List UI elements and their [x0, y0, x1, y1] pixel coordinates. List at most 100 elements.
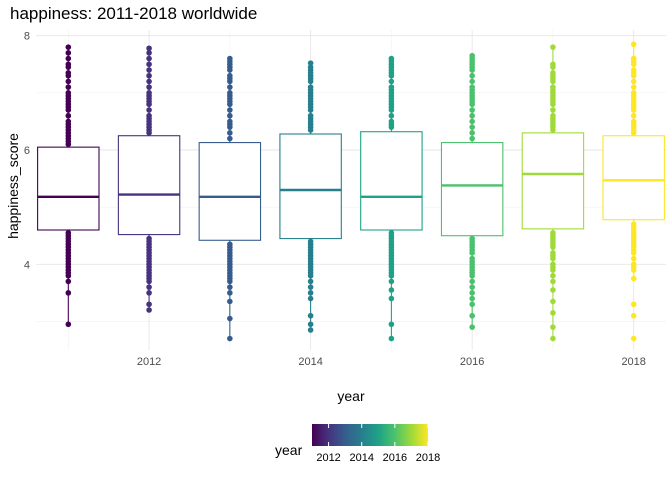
box	[279, 133, 342, 240]
data-point	[65, 141, 72, 148]
data-point	[469, 290, 475, 296]
data-point	[388, 72, 395, 79]
data-point	[469, 324, 475, 330]
data-point	[65, 290, 72, 296]
data-point	[469, 118, 475, 125]
x-tick-label: 2012	[137, 356, 161, 368]
data-point	[227, 107, 233, 113]
data-point	[307, 321, 314, 328]
data-point	[469, 135, 475, 142]
data-point	[388, 78, 395, 85]
data-point	[227, 135, 233, 142]
data-point	[227, 84, 233, 90]
data-point	[630, 112, 637, 119]
box	[117, 135, 181, 236]
data-point	[307, 290, 314, 296]
data-point	[146, 101, 152, 108]
data-point	[65, 44, 72, 50]
x-tick-label: 2014	[298, 356, 322, 368]
data-point	[550, 324, 556, 330]
y-tick-label: 4	[24, 259, 30, 271]
boxplot-2014	[279, 60, 342, 333]
boxplot-2018	[602, 41, 665, 342]
data-point	[630, 250, 637, 256]
data-point	[65, 50, 72, 56]
data-point	[550, 127, 556, 133]
data-point	[227, 78, 233, 85]
y-axis-label: happiness_score	[5, 133, 21, 239]
data-point	[146, 278, 152, 285]
box	[37, 146, 100, 231]
data-point	[550, 298, 556, 305]
data-point	[388, 107, 395, 113]
data-point	[307, 127, 314, 133]
y-tick-label: 6	[24, 145, 30, 157]
data-point	[307, 272, 314, 279]
data-point	[469, 72, 475, 79]
data-point	[65, 55, 72, 62]
data-point	[630, 130, 637, 136]
data-point	[307, 60, 314, 66]
data-point	[146, 107, 152, 113]
data-point	[469, 250, 475, 256]
data-point	[146, 50, 152, 56]
data-point	[146, 290, 152, 296]
data-point	[227, 335, 233, 342]
data-point	[307, 327, 314, 333]
data-point	[146, 45, 152, 52]
data-point	[227, 315, 233, 322]
box	[360, 131, 423, 231]
data-point	[146, 84, 152, 90]
data-point	[469, 78, 475, 85]
data-point	[307, 107, 314, 113]
data-point	[307, 295, 314, 302]
data-point	[227, 278, 233, 285]
data-point	[388, 272, 395, 279]
data-point	[388, 287, 395, 293]
box	[602, 135, 665, 221]
data-point	[550, 335, 556, 342]
data-point	[550, 244, 556, 250]
data-point	[146, 78, 152, 85]
data-point	[146, 61, 152, 68]
boxplot-2013	[198, 55, 262, 342]
data-point	[388, 321, 395, 328]
data-point	[65, 112, 72, 119]
data-point	[630, 312, 637, 319]
data-point	[630, 78, 637, 85]
data-point	[630, 267, 637, 273]
data-point	[146, 284, 152, 290]
data-point	[388, 295, 395, 302]
data-point	[227, 284, 233, 290]
axes: 4 6 8 2012 2014 2016 2018	[24, 31, 646, 368]
data-point	[630, 255, 637, 262]
data-point	[65, 278, 72, 285]
x-tick-label: 2016	[460, 356, 484, 368]
x-tick-label: 2018	[621, 356, 645, 368]
data-point	[65, 272, 72, 279]
data-point	[469, 101, 475, 108]
data-point	[65, 72, 72, 79]
data-point	[469, 112, 475, 119]
data-point	[146, 55, 152, 62]
data-point	[146, 130, 152, 136]
data-point	[469, 67, 475, 73]
boxplot-2012	[117, 45, 181, 313]
data-point	[65, 321, 72, 328]
legend-tick-label: 2016	[383, 452, 407, 464]
legend-title: year	[275, 442, 303, 458]
legend-colorbar	[312, 424, 428, 446]
data-point	[550, 310, 556, 316]
boxplots	[37, 41, 665, 342]
data-point	[227, 101, 233, 108]
data-point	[227, 130, 233, 136]
data-point	[469, 278, 475, 285]
box	[521, 132, 585, 230]
data-point	[550, 78, 556, 85]
boxplot-2016	[440, 52, 504, 330]
data-point	[550, 44, 556, 50]
data-point	[630, 61, 637, 68]
data-point	[227, 290, 233, 296]
data-point	[227, 67, 233, 73]
